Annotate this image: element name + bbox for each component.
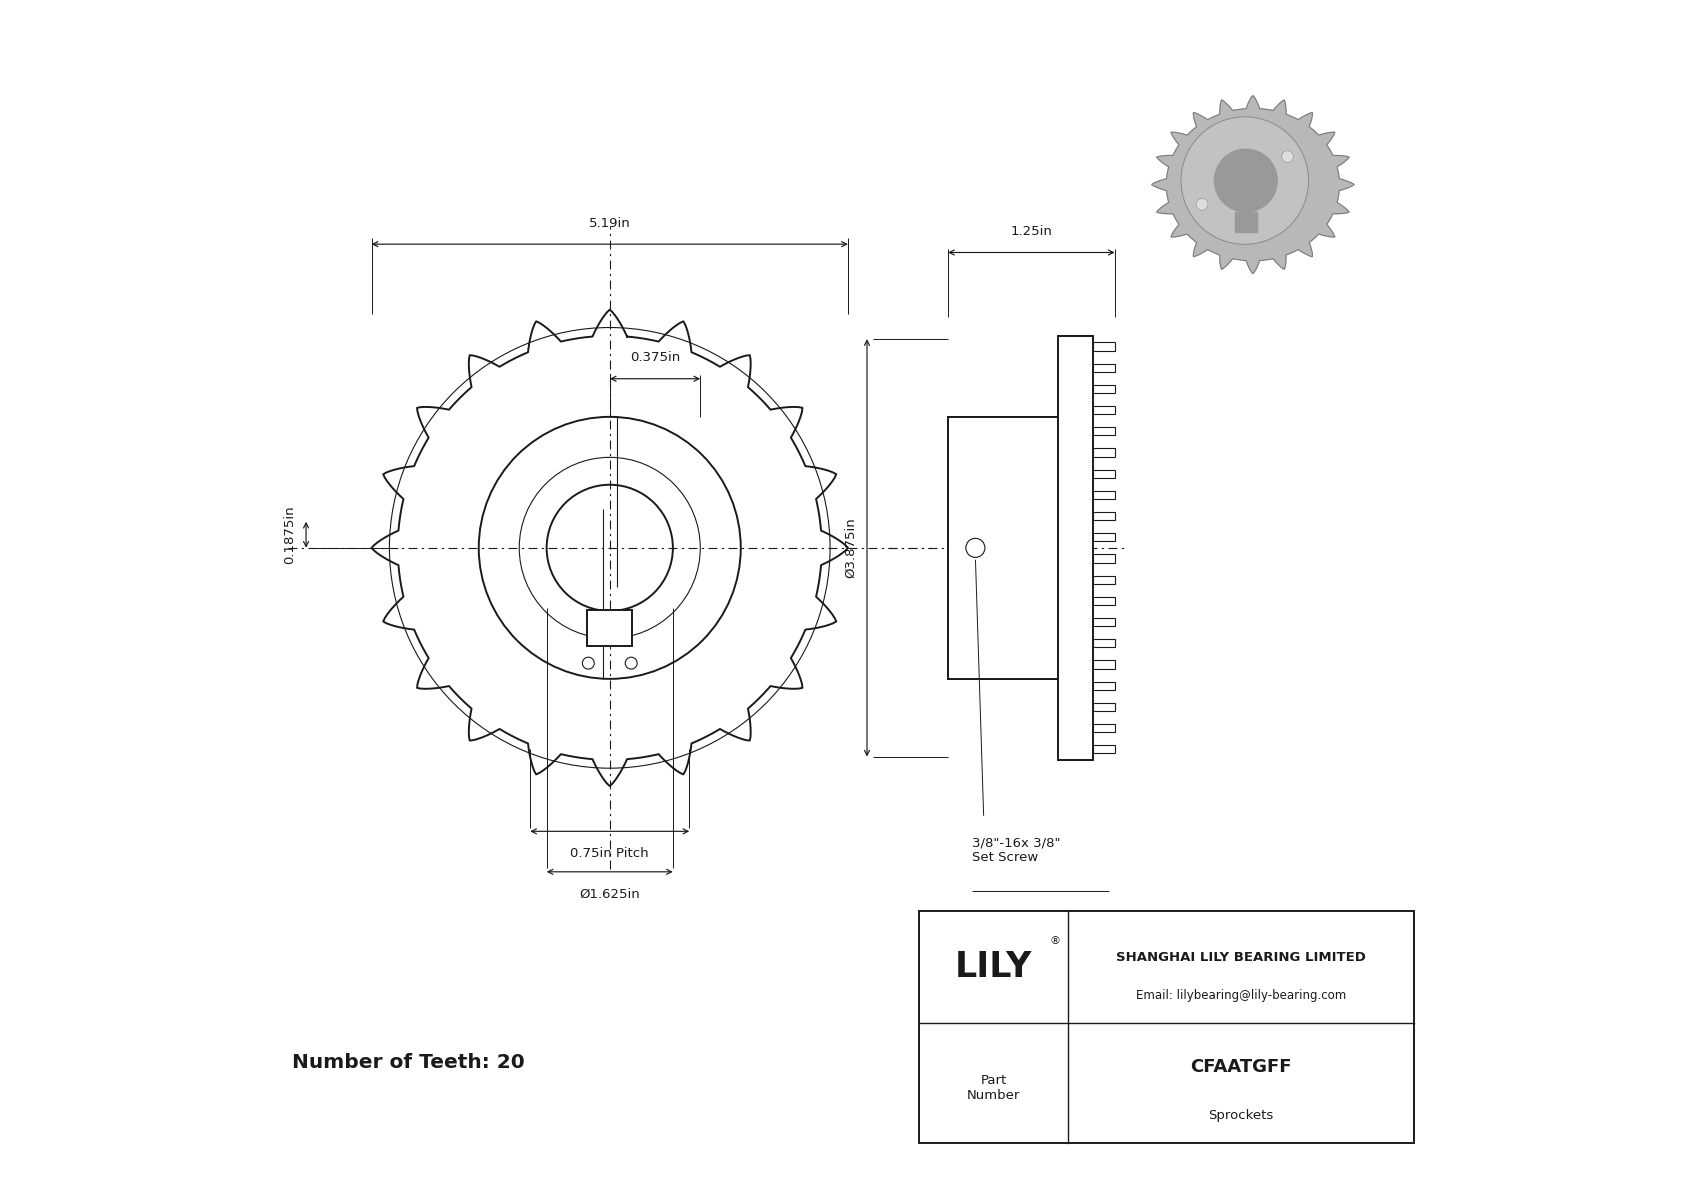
Bar <box>1093 681 1115 690</box>
Bar <box>1093 703 1115 711</box>
Text: CFAATGFF: CFAATGFF <box>1191 1058 1292 1075</box>
Bar <box>1093 618 1115 626</box>
Bar <box>1093 428 1115 435</box>
Bar <box>1093 469 1115 478</box>
Bar <box>1093 534 1115 541</box>
Bar <box>919 911 1413 1143</box>
Text: 3/8"-16x 3/8"
Set Screw: 3/8"-16x 3/8" Set Screw <box>972 836 1061 865</box>
Bar <box>1093 406 1115 414</box>
Bar <box>1093 724 1115 732</box>
Bar <box>1093 343 1115 350</box>
Bar <box>588 610 633 646</box>
Text: SHANGHAI LILY BEARING LIMITED: SHANGHAI LILY BEARING LIMITED <box>1116 952 1366 964</box>
Text: Part
Number: Part Number <box>967 1073 1021 1102</box>
Text: Ø3.875in: Ø3.875in <box>844 517 857 579</box>
Bar <box>948 417 1058 679</box>
Bar <box>1093 746 1115 753</box>
Text: LILY: LILY <box>955 950 1032 984</box>
Text: 0.1875in: 0.1875in <box>283 505 296 565</box>
Circle shape <box>1196 199 1207 211</box>
Text: 5.19in: 5.19in <box>589 217 630 230</box>
Text: ®: ® <box>1051 936 1061 946</box>
Text: Sprockets: Sprockets <box>1207 1109 1273 1122</box>
Bar <box>1093 660 1115 668</box>
Text: Ø1.625in: Ø1.625in <box>579 887 640 900</box>
Circle shape <box>1282 151 1293 163</box>
Bar <box>1093 597 1115 605</box>
Circle shape <box>1214 149 1276 212</box>
Text: 0.75in Pitch: 0.75in Pitch <box>571 847 648 860</box>
Bar <box>1093 640 1115 648</box>
Text: Number of Teeth: 20: Number of Teeth: 20 <box>291 1053 524 1072</box>
Bar <box>1058 336 1093 760</box>
Polygon shape <box>1152 95 1354 274</box>
Bar <box>1234 212 1256 232</box>
Bar <box>1093 555 1115 562</box>
Bar <box>1093 448 1115 456</box>
Bar <box>1093 363 1115 372</box>
Bar <box>1093 385 1115 393</box>
Bar <box>1093 491 1115 499</box>
Bar <box>1093 512 1115 520</box>
Text: 0.375in: 0.375in <box>630 351 680 364</box>
Bar <box>1093 575 1115 584</box>
Text: Email: lilybearing@lily-bearing.com: Email: lilybearing@lily-bearing.com <box>1135 989 1346 1002</box>
Text: 1.25in: 1.25in <box>1010 225 1052 238</box>
Circle shape <box>1180 117 1308 244</box>
